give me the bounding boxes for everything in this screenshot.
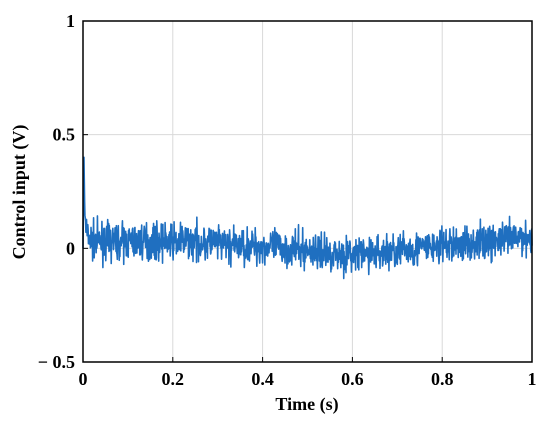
y-tick-label: 0	[66, 238, 75, 258]
series-group	[82, 156, 533, 280]
y-tick-label: 0.5	[53, 125, 76, 145]
plot-frame	[82, 20, 533, 363]
y-axis-title: Control input (V)	[9, 125, 30, 260]
y-axis: − 0.5 0 0.5 1	[38, 11, 88, 372]
x-tick-label: 1	[528, 369, 537, 389]
y-tick-label: − 0.5	[38, 352, 75, 372]
x-axis: 0 0.2 0.4 0.6 0.8 1	[79, 357, 537, 389]
x-tick-label: 0.6	[341, 369, 364, 389]
x-tick-label: 0	[79, 369, 88, 389]
x-tick-label: 0.2	[162, 369, 185, 389]
y-tick-label: 1	[66, 11, 75, 31]
x-axis-title: Time (s)	[275, 394, 338, 415]
x-tick-label: 0.4	[251, 369, 274, 389]
grid-lines	[83, 21, 532, 362]
x-tick-label: 0.8	[431, 369, 454, 389]
series-line	[82, 156, 533, 280]
